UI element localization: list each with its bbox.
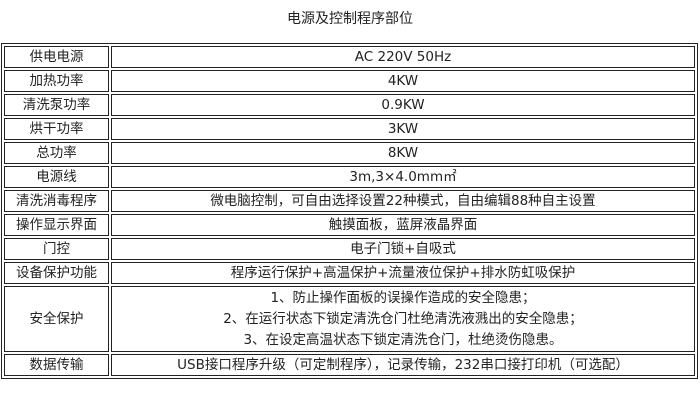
table-row: 清洗消毒程序 微电脑控制，可自由选择设置22种模式，自由编辑88种自主设置 — [4, 190, 695, 212]
table-row: 供电电源 AC 220V 50Hz — [4, 46, 695, 68]
row-value: 程序运行保护+高温保护+流量液位保护+排水防虹吸保护 — [111, 262, 695, 284]
table-row: 清洗泵功率 0.9KW — [4, 94, 695, 116]
table-row: 烘干功率 3KW — [4, 118, 695, 140]
table-row: 总功率 8KW — [4, 142, 695, 164]
spec-table: 供电电源 AC 220V 50Hz 加热功率 4KW 清洗泵功率 0.9KW 烘干功率 3KW… — [1, 43, 698, 379]
row-value: 3m,3×4.0mm㎡ — [111, 166, 695, 188]
row-label: 清洗消毒程序 — [4, 190, 109, 212]
row-label: 烘干功率 — [4, 118, 109, 140]
table-row: 设备保护功能 程序运行保护+高温保护+流量液位保护+排水防虹吸保护 — [4, 262, 695, 284]
page-title: 电源及控制程序部位 — [287, 11, 413, 27]
safety-line: 2、在运行状态下锁定清洗仓门杜绝清洗液溅出的安全隐患； — [223, 310, 583, 327]
row-label: 数据传输 — [4, 354, 109, 376]
table-row: 门控 电子门锁+自吸式 — [4, 238, 695, 260]
row-value: 0.9KW — [111, 94, 695, 116]
row-value: USB接口程序升级（可定制程序），记录传输，232串口接打印机（可选配） — [111, 354, 695, 376]
table-row: 电源线 3m,3×4.0mm㎡ — [4, 166, 695, 188]
row-value: 触摸面板，蓝屏液晶界面 — [111, 214, 695, 236]
table-row: 操作显示界面 触摸面板，蓝屏液晶界面 — [4, 214, 695, 236]
row-label: 电源线 — [4, 166, 109, 188]
row-value: 1、防止操作面板的误操作造成的安全隐患； 2、在运行状态下锁定清洗仓门杜绝清洗液溅… — [111, 286, 695, 352]
row-label: 门控 — [4, 238, 109, 260]
row-label: 安全保护 — [4, 286, 109, 352]
safety-line: 1、防止操作面板的误操作造成的安全隐患； — [270, 289, 536, 306]
row-value: 4KW — [111, 70, 695, 92]
row-label: 供电电源 — [4, 46, 109, 68]
row-value: AC 220V 50Hz — [111, 46, 695, 68]
row-value: 微电脑控制，可自由选择设置22种模式，自由编辑88种自主设置 — [111, 190, 695, 212]
safety-line: 3、在设定高温状态下锁定清洗仓门，杜绝烫伤隐患。 — [243, 331, 563, 348]
row-value: 3KW — [111, 118, 695, 140]
row-label: 清洗泵功率 — [4, 94, 109, 116]
table-row-safety: 安全保护 1、防止操作面板的误操作造成的安全隐患； 2、在运行状态下锁定清洗仓门杜绝… — [4, 286, 695, 352]
row-value: 电子门锁+自吸式 — [111, 238, 695, 260]
table-row: 加热功率 4KW — [4, 70, 695, 92]
row-label: 设备保护功能 — [4, 262, 109, 284]
row-value: 8KW — [111, 142, 695, 164]
table-row-transfer: 数据传输 USB接口程序升级（可定制程序），记录传输，232串口接打印机（可选配） — [4, 354, 695, 376]
row-label: 总功率 — [4, 142, 109, 164]
row-label: 加热功率 — [4, 70, 109, 92]
row-label: 操作显示界面 — [4, 214, 109, 236]
